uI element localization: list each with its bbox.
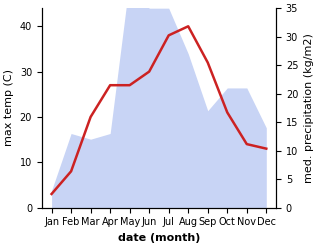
Y-axis label: med. precipitation (kg/m2): med. precipitation (kg/m2) xyxy=(304,33,314,183)
Y-axis label: max temp (C): max temp (C) xyxy=(4,69,14,146)
X-axis label: date (month): date (month) xyxy=(118,233,200,243)
